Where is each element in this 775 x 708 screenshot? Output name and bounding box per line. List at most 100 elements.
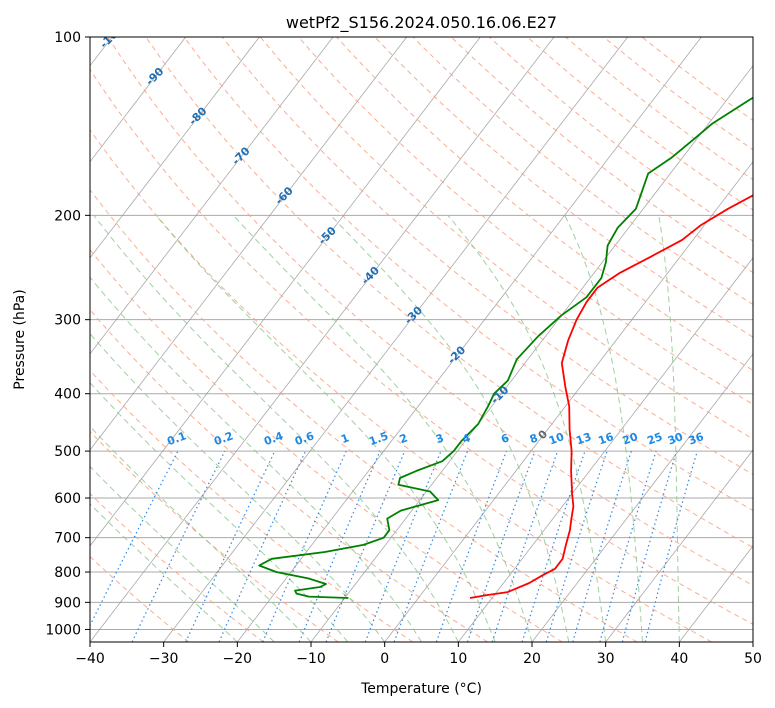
x-tick-label: 0 (380, 651, 389, 667)
x-tick-label: 40 (670, 651, 688, 667)
plot-area: -100-90-80-70-60-50-40-30-20-10010203040… (90, 37, 753, 642)
x-tick-label: −40 (75, 651, 105, 667)
moist-adiabat-line (90, 382, 349, 642)
dry-adiabat-line (90, 129, 712, 642)
mixing-ratio-line (521, 450, 586, 642)
dry-adiabat-label: -20 (445, 343, 468, 366)
isotherm-line (384, 161, 753, 642)
mixing-ratio-label: 13 (574, 430, 593, 447)
dry-adiabat-line (450, 37, 753, 274)
mixing-ratio-line (621, 450, 678, 642)
mixing-ratio-label: 0.4 (262, 429, 285, 448)
isotherm-line (90, 37, 555, 642)
isotherm-line (90, 37, 187, 163)
dry-adiabat-label: -90 (143, 65, 166, 88)
mixing-ratio-label: 25 (645, 430, 664, 447)
x-tick-label: 50 (744, 651, 762, 667)
mixing-ratio-label: 20 (621, 430, 640, 448)
moist-adiabat-line (90, 465, 275, 642)
mixing-ratio-label: 1.5 (367, 429, 390, 448)
dry-adiabat-line (90, 430, 339, 642)
temperature-line (469, 194, 753, 599)
dry-adiabat-line (336, 37, 753, 371)
dry-adiabat-line (183, 37, 753, 512)
x-tick-label: −10 (296, 651, 326, 667)
mixing-ratio-label: 8 (528, 431, 540, 446)
mixing-ratio-line (364, 450, 442, 642)
mixing-ratio-line (218, 450, 307, 642)
dry-adiabat-label: -60 (273, 184, 296, 207)
mixing-ratio-label: 1 (339, 431, 351, 446)
dry-adiabat-label: -10 (488, 383, 511, 406)
isotherm-line (605, 449, 753, 642)
mixing-ratio-line (491, 450, 559, 642)
mixing-ratio-label: 16 (597, 430, 616, 448)
mixing-ratio-line (599, 450, 657, 642)
dry-adiabat-line (90, 369, 414, 642)
dewpoint-line (258, 96, 753, 599)
dry-adiabat-line (90, 555, 190, 642)
mixing-ratio-label: 3 (434, 431, 446, 446)
moist-adiabat-line (90, 503, 238, 642)
mixing-ratio-label: 36 (687, 430, 706, 448)
dry-adiabat-line (412, 37, 753, 306)
y-tick-label: 300 (54, 313, 81, 329)
mixing-ratio-line (545, 450, 608, 642)
y-tick-label: 800 (54, 565, 81, 581)
dry-adiabat-label: -30 (402, 303, 425, 326)
moist-adiabat-line (658, 215, 680, 642)
plot-frame (89, 36, 754, 643)
dry-adiabat-label: -80 (186, 104, 209, 127)
mixing-ratio-line (572, 450, 632, 642)
mixing-ratio-line (298, 450, 381, 642)
mixing-ratio-label: 0.6 (293, 429, 316, 448)
y-tick-label: 200 (54, 208, 81, 224)
dry-adiabat-line (145, 37, 753, 549)
isotherm-line (90, 37, 481, 547)
mixing-ratio-label: 6 (499, 431, 511, 446)
moist-adiabat-line (233, 214, 533, 642)
moist-adiabat-line (93, 214, 459, 642)
isotherm-line (531, 353, 753, 642)
isotherm-line (752, 641, 753, 642)
y-tick-label: 1000 (45, 622, 81, 638)
mixing-ratio-label: 0.2 (212, 429, 235, 448)
mixing-ratio-line (435, 450, 507, 642)
axes: −40 −30 −20 −10 0 10 20 30 40 5010020030040050060… (45, 30, 762, 667)
isotherm-line (90, 37, 334, 355)
dry-adiabat-line (90, 492, 264, 642)
x-tick-label: 10 (449, 651, 467, 667)
x-tick-label: 20 (523, 651, 541, 667)
moist-adiabat-line (564, 215, 643, 642)
mixing-ratio-line (262, 450, 347, 642)
mixing-ratio-line (644, 450, 698, 642)
dry-adiabat-label: -40 (359, 264, 382, 287)
isotherm-line (163, 37, 629, 642)
isotherm-line (458, 257, 753, 642)
moist-adiabat-line (90, 332, 386, 642)
y-tick-label: 400 (54, 387, 81, 403)
dry-adiabat-line (90, 248, 563, 642)
mixing-ratio-line (185, 450, 276, 642)
x-tick-label: −30 (149, 651, 179, 667)
y-tick-label: 100 (54, 30, 81, 46)
mixing-ratio-line (393, 450, 469, 642)
mixing-ratio-label: 2 (398, 431, 410, 446)
y-tick-label: 500 (54, 444, 81, 460)
isotherm-line (237, 37, 702, 642)
mixing-ratio-label: 30 (666, 430, 685, 448)
y-tick-label: 900 (54, 595, 81, 611)
y-tick-label: 700 (54, 531, 81, 547)
moist-adiabat-line (90, 425, 312, 642)
y-tick-label: 600 (54, 491, 81, 507)
x-axis-title: Temperature (°C) (360, 681, 482, 697)
isotherm-line (90, 37, 260, 259)
mixing-ratio-line (131, 450, 226, 642)
moist-adiabat-line (447, 214, 607, 642)
y-axis-title: Pressure (hPa) (12, 289, 28, 389)
mixing-ratio-line (325, 450, 406, 642)
isotherm-line (679, 545, 753, 642)
mixing-ratio-line (466, 450, 536, 642)
isotherm-line (90, 37, 408, 451)
